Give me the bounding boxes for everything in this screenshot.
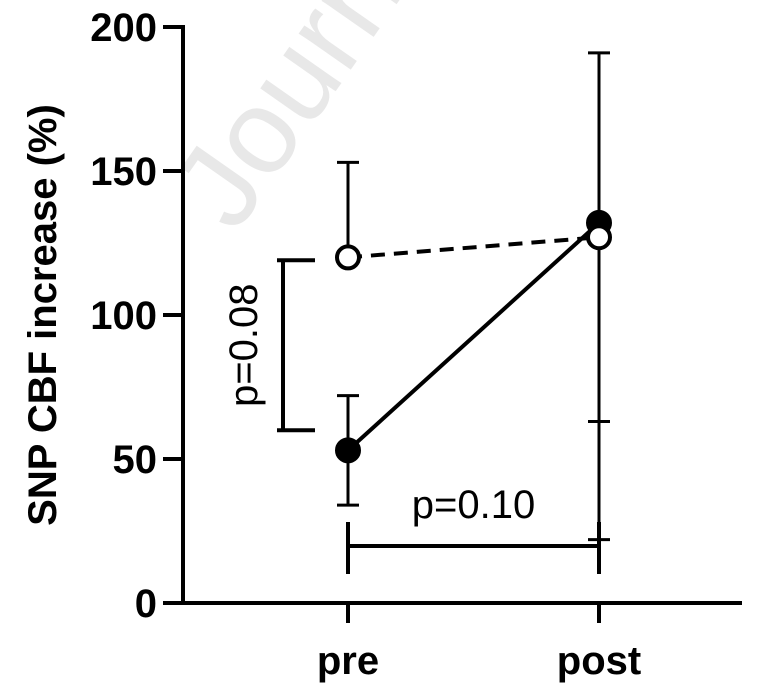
marker-open-circle [586,224,612,251]
annotations: p=0.08 p=0.10 [222,258,601,574]
x-tick-label: pre [317,639,379,683]
series-line-dashed [347,235,600,260]
y-axis: 0 50 100 150 200 [90,6,185,626]
error-bars [337,51,610,542]
series-lines [346,221,601,452]
y-tick-label: 150 [90,150,157,194]
series-line-solid [346,221,601,452]
x-axis: pre post [181,601,742,683]
p-value-label-horizontal: p=0.10 [412,483,535,527]
y-tick-label: 100 [90,294,157,338]
y-tick-label: 200 [90,6,157,50]
y-tick-label: 50 [113,438,158,482]
markers [335,209,612,464]
marker-open-circle [335,244,361,271]
x-tick-label: post [557,639,641,683]
watermark-text: Journal [147,0,483,250]
marker-filled-circle [335,437,361,464]
y-tick-label: 0 [135,582,157,626]
y-axis-title: SNP CBF increase (%) [21,104,65,526]
p-value-label-vertical: p=0.08 [222,284,266,407]
